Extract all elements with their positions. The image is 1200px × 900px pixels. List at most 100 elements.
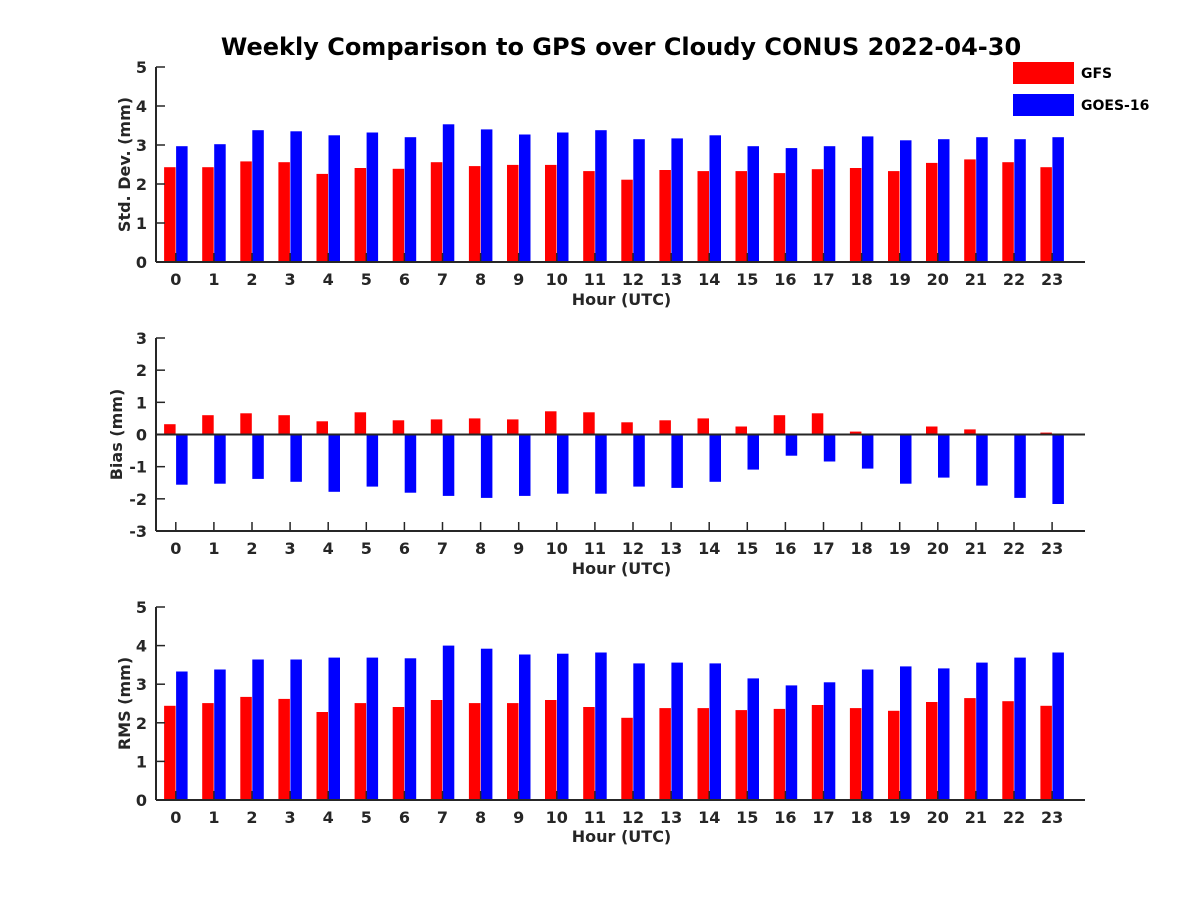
bar-goes-16-17 (823, 146, 836, 262)
legend: GFS GOES-16 (1013, 62, 1149, 116)
bar-goes-16-15 (747, 146, 759, 262)
bar-gfs-4 (316, 712, 328, 800)
y-tick-label: -3 (129, 522, 147, 541)
bar-gfs-9 (507, 164, 519, 262)
x-tick-label: 3 (285, 270, 296, 289)
bar-goes-16-13 (671, 138, 683, 262)
x-tick-label: 3 (285, 808, 296, 827)
bar-goes-16-15 (747, 678, 759, 800)
bar-goes-16-0 (176, 434, 188, 485)
bar-goes-16-8 (480, 648, 493, 800)
bar-gfs-1 (202, 167, 214, 262)
bar-goes-16-21 (976, 137, 988, 262)
bar-goes-16-17 (823, 682, 836, 800)
bar-goes-16-5 (366, 434, 379, 487)
bar-gfs-3 (278, 415, 290, 435)
bar-gfs-8 (468, 703, 481, 800)
bar-goes-16-15 (747, 434, 759, 470)
x-axis-label: Hour (UTC) (572, 827, 672, 846)
x-tick-label: 9 (513, 539, 524, 558)
bar-goes-16-8 (480, 129, 493, 262)
x-tick-label: 6 (399, 270, 410, 289)
bar-gfs-8 (468, 418, 481, 435)
y-tick-label: 1 (136, 214, 147, 233)
x-tick-label: 2 (246, 270, 257, 289)
x-tick-label: 8 (475, 270, 486, 289)
bar-goes-16-4 (328, 657, 340, 800)
bar-gfs-9 (507, 703, 519, 800)
bar-goes-16-21 (976, 662, 988, 800)
bar-goes-16-16 (785, 148, 798, 262)
x-tick-label: 7 (437, 270, 448, 289)
bar-gfs-18 (849, 431, 862, 435)
bar-goes-16-3 (290, 659, 302, 800)
bar-gfs-5 (354, 703, 367, 800)
bar-gfs-0 (164, 424, 176, 435)
bar-goes-16-23 (1052, 652, 1064, 800)
y-axis-label: Bias (mm) (107, 389, 126, 481)
x-tick-label: 0 (170, 270, 181, 289)
x-tick-label: 21 (965, 539, 987, 558)
bar-goes-16-1 (214, 144, 226, 262)
bar-goes-16-22 (1014, 139, 1026, 262)
bar-gfs-0 (164, 705, 176, 800)
bar-goes-16-3 (290, 434, 302, 482)
bar-goes-16-16 (785, 685, 798, 800)
legend-label-goes-16: GOES-16 (1081, 98, 1149, 114)
bar-goes-16-18 (861, 669, 874, 800)
x-tick-label: 21 (965, 808, 987, 827)
x-tick-label: 5 (361, 270, 372, 289)
bar-gfs-10 (545, 164, 557, 262)
bar-gfs-12 (621, 422, 633, 435)
bar-gfs-7 (430, 162, 443, 262)
bar-gfs-19 (888, 710, 900, 800)
bar-gfs-11 (583, 707, 595, 800)
bar-gfs-14 (697, 418, 709, 435)
y-tick-label: 4 (136, 637, 147, 656)
x-tick-label: 5 (361, 808, 372, 827)
bar-gfs-15 (735, 171, 747, 262)
bar-gfs-22 (1002, 701, 1014, 800)
series-gfs (164, 411, 1052, 435)
y-tick-label: -2 (129, 490, 147, 509)
bar-gfs-17 (811, 413, 824, 435)
bar-goes-16-16 (785, 434, 798, 456)
bar-gfs-1 (202, 415, 214, 435)
bar-goes-16-7 (442, 124, 455, 262)
x-tick-label: 14 (698, 270, 720, 289)
bar-gfs-6 (392, 168, 405, 262)
y-tick-label: 3 (136, 675, 147, 694)
x-tick-label: 20 (927, 808, 949, 827)
bar-goes-16-11 (595, 652, 607, 800)
bar-goes-16-10 (557, 434, 569, 494)
x-tick-label: 22 (1003, 539, 1025, 558)
bar-gfs-6 (392, 707, 405, 800)
bar-gfs-21 (964, 698, 976, 800)
bar-goes-16-22 (1014, 434, 1026, 498)
x-axis-label: Hour (UTC) (572, 290, 672, 309)
bar-goes-16-1 (214, 434, 226, 484)
bar-gfs-18 (849, 708, 862, 800)
y-tick-label: 0 (136, 426, 147, 445)
x-tick-label: 0 (170, 539, 181, 558)
bar-goes-16-9 (519, 434, 531, 496)
bar-goes-16-11 (595, 434, 607, 494)
bar-gfs-16 (773, 415, 786, 435)
bar-gfs-14 (697, 171, 709, 262)
bar-goes-16-14 (709, 434, 721, 482)
bar-goes-16-14 (709, 135, 721, 263)
x-tick-label: 12 (622, 808, 644, 827)
bar-goes-16-2 (252, 434, 264, 479)
x-tick-label: 1 (208, 808, 219, 827)
series-goes-16 (176, 124, 1064, 263)
bar-goes-16-0 (176, 671, 188, 800)
bar-goes-16-9 (519, 134, 531, 262)
y-axis-label: Std. Dev. (mm) (115, 97, 134, 232)
bar-gfs-17 (811, 169, 824, 262)
bar-goes-16-19 (900, 140, 912, 262)
bar-goes-16-2 (252, 130, 264, 262)
bar-gfs-11 (583, 171, 595, 262)
bar-gfs-13 (659, 708, 671, 800)
bar-goes-16-8 (480, 434, 493, 498)
